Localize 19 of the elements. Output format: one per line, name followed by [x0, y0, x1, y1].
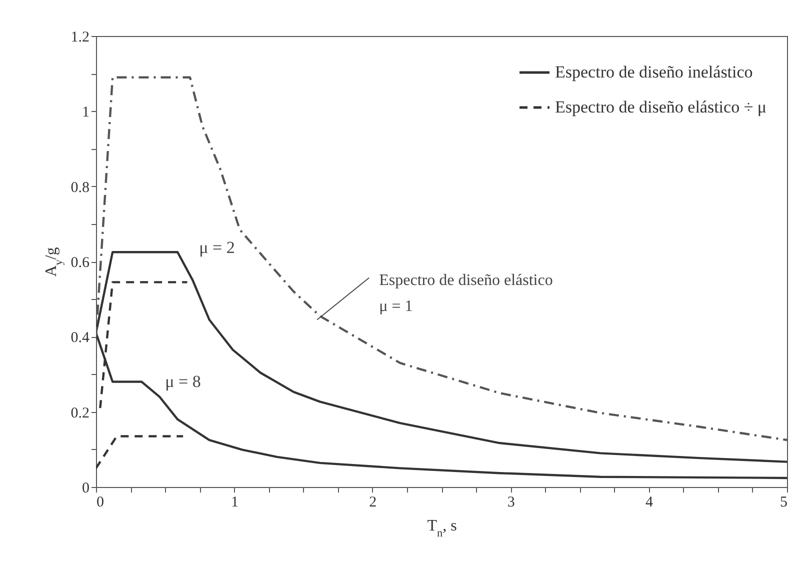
x-tick-label: 1: [230, 494, 238, 510]
x-tick-label: 0: [96, 494, 104, 510]
y-tick-label: 0.4: [70, 330, 90, 346]
x-tick-label: 2: [369, 494, 377, 510]
x-tick-label: 4: [646, 494, 654, 510]
x-tick-label: 5: [780, 494, 788, 510]
x-axis-title: T$_{n}$, s: [427, 518, 457, 540]
y-tick-label: 0: [82, 480, 90, 496]
y-tick-label: 0.8: [70, 180, 90, 196]
y-tick-label: 0.6: [70, 255, 90, 271]
annotation: Espectro de diseño elástico μ = 1: [379, 272, 553, 315]
annotation: μ = 2: [199, 238, 235, 257]
legend-label: Espectro de diseño elástico ÷ μ: [555, 98, 767, 116]
y-tick-label: 0.2: [70, 405, 90, 422]
legend-label: Espectro de diseño inelástico: [555, 62, 753, 82]
x-tick-label: 3: [507, 494, 515, 510]
annotation: μ = 8: [165, 372, 201, 391]
y-tick-label: 1.2: [70, 30, 90, 46]
y-tick-label: 1: [82, 104, 90, 121]
